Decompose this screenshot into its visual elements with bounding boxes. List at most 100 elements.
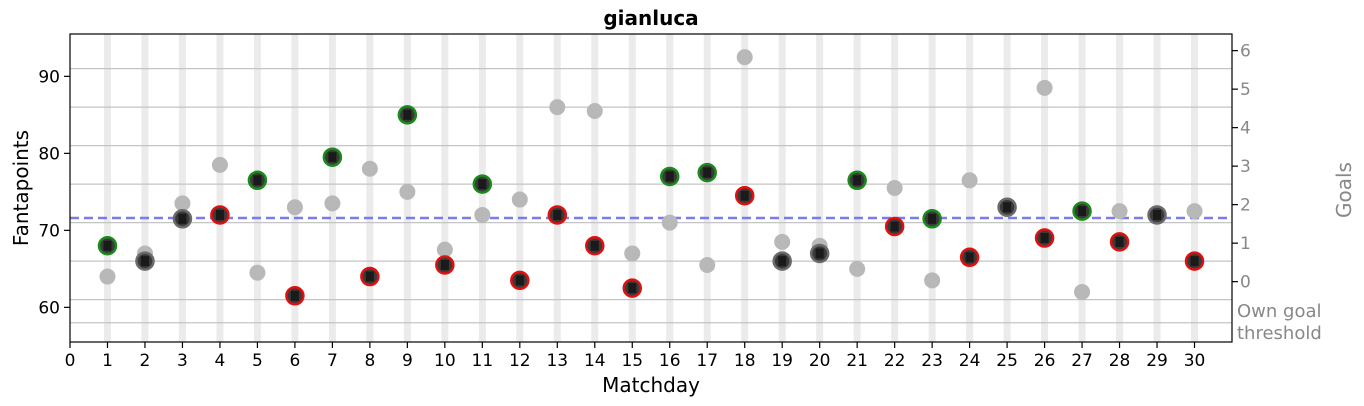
opponent-point-14 [586,103,603,119]
plot-frame [69,33,1233,343]
opponent-point-12 [511,191,528,208]
gianluca-point-6 [285,286,305,306]
gianluca-point-5 [247,170,268,191]
matchday-band-30 [1191,34,1199,342]
gianluca-point-7 [322,147,343,167]
opponent-point-9 [399,183,416,200]
matchday-bands [103,34,1199,342]
goals-tick-label-4: 4 [1240,119,1251,139]
matchday-band-17 [703,34,711,342]
opponent-point-1 [99,268,116,285]
matchday-band-25 [1003,34,1011,342]
x-tick-label-5: 5 [252,351,263,371]
matchday-band-27 [1078,34,1086,342]
x-tick-label-17: 17 [696,351,718,371]
marker-core [740,190,749,201]
opponent-point-10 [436,241,453,258]
x-tick-label-25: 25 [996,351,1018,371]
own-goal-label-line-1: Own goal [1237,301,1322,322]
opponent-point-27 [1074,283,1091,300]
gianluca-point-26 [1034,228,1055,248]
opponent-point-11 [474,206,491,223]
matchday-band-14 [591,34,599,342]
marker-core [403,109,412,120]
marker-core [553,209,562,220]
chart-title: gianluca [603,6,698,30]
opponent-point-18 [736,49,753,66]
opponent-point-8 [361,160,378,177]
opponent-point-17 [699,257,716,273]
matchday-band-2 [141,34,149,342]
marker-core [853,175,862,186]
matchday-band-28 [1116,34,1124,342]
matchday-band-4 [216,34,224,342]
y-tick-label-90: 90 [38,67,60,87]
opponent-point-6 [286,199,303,216]
gianluca-point-8 [360,266,380,287]
x-tick-label-8: 8 [364,351,375,371]
marker-core [928,213,937,224]
gianluca-point-3 [172,209,193,229]
gianluca-point-16 [659,166,680,187]
marker-core [103,240,112,251]
matchday-band-10 [441,34,449,342]
marker-core [1190,256,1199,267]
x-tick-label-4: 4 [215,351,226,371]
gianluca-point-20 [809,243,830,264]
x-tick-label-20: 20 [809,351,831,371]
marker-core [590,240,599,251]
gianluca-point-23 [922,209,942,229]
matchday-band-3 [178,34,186,342]
marker-core [890,221,899,232]
x-tick-label-2: 2 [140,351,151,371]
marker-core [515,275,524,286]
x-tick-label-29: 29 [1146,351,1168,371]
goals-tick-label-0: 0 [1240,273,1251,293]
gianluca-point-22 [884,216,905,237]
marker-core [478,179,487,190]
opponent-point-23 [924,272,941,289]
gianluca-point-14 [585,236,605,256]
goals-tick-label-2: 2 [1240,196,1251,216]
matchday-band-13 [553,34,561,342]
marker-core [290,290,299,301]
x-axis-label: Matchday [602,373,700,397]
opponent-point-30 [1186,203,1203,220]
x-tick-label-1: 1 [102,351,113,371]
gianluca-point-17 [697,162,717,183]
opponent-point-24 [961,172,978,189]
gianluca-point-2 [135,251,155,271]
matchday-band-23 [928,34,936,342]
opponent-point-4 [211,156,228,173]
gianluca-point-15 [622,278,643,298]
x-tick-label-0: 0 [65,351,76,371]
x-tick-label-6: 6 [289,351,300,371]
opponent-point-21 [849,260,866,277]
x-tick-label-26: 26 [1034,351,1056,371]
marker-core [215,209,224,220]
marker-core [253,175,262,186]
opponent-point-3 [174,195,191,212]
x-tick-label-18: 18 [734,351,756,371]
y-axis-label: Fantapoints [9,130,33,246]
matchday-band-19 [778,34,786,342]
matchday-band-16 [666,34,674,342]
marker-core [1153,209,1162,220]
x-tick-label-13: 13 [546,351,568,371]
gianluca-point-4 [210,205,230,225]
y-tick-label-60: 60 [38,298,60,318]
own-goal-threshold-label: Own goal threshold [1237,301,1327,344]
gianluca-point-1 [97,236,118,256]
marker-core [1040,233,1049,244]
y-axis: 60 70 80 90 [38,67,70,318]
x-tick-label-23: 23 [921,351,943,371]
marker-core [365,271,374,282]
marker-core [328,152,337,163]
x-tick-label-11: 11 [472,351,494,371]
goals-tick-label-6: 6 [1240,42,1251,62]
marker-core [1003,202,1012,213]
x-tick-label-14: 14 [584,351,606,371]
gianluca-point-28 [1109,232,1130,252]
x-tick-label-19: 19 [771,351,793,371]
marker-core [703,167,712,178]
